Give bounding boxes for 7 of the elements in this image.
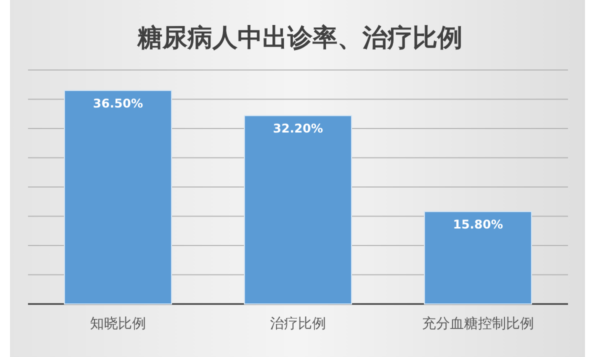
x-tick-label: 知晓比例 (90, 316, 146, 332)
data-label: 32.20% (273, 122, 323, 136)
x-tick-label: 充分血糖控制比例 (422, 316, 534, 332)
data-label: 15.80% (453, 218, 503, 232)
chart-title: 糖尿病人中出诊率、治疗比例 (136, 23, 462, 52)
data-label: 36.50% (93, 96, 143, 110)
x-tick-label: 治疗比例 (270, 316, 326, 332)
